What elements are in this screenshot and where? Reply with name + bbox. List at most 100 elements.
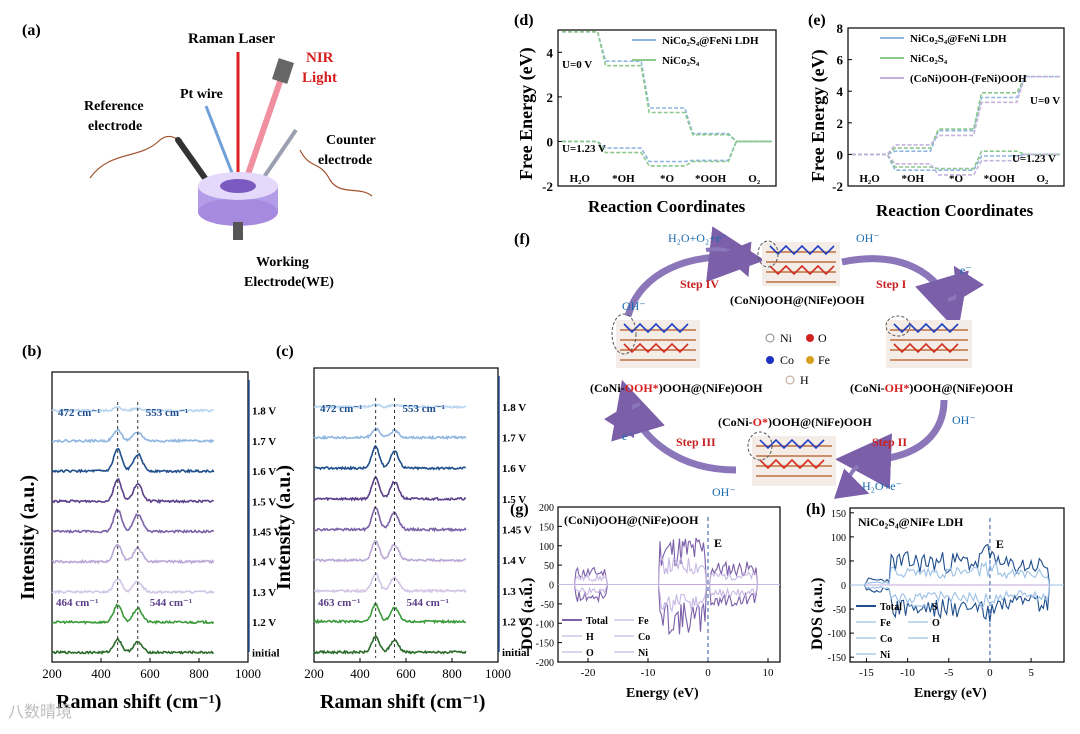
category-label: O₂ bbox=[748, 173, 761, 185]
raman-laser-label: Raman Laser bbox=[188, 31, 275, 47]
series-label: 1.2 V bbox=[252, 617, 276, 629]
annotation-u0: U=0 V bbox=[562, 59, 592, 71]
peak-label-top-2: 553 cm⁻¹ bbox=[146, 407, 188, 419]
side-arrow-h2o-o2 bbox=[705, 241, 752, 278]
watermark: 八数晴境 bbox=[8, 702, 73, 721]
category-label: H₂O bbox=[570, 173, 591, 185]
energy-path bbox=[562, 140, 772, 167]
energy-path bbox=[562, 31, 772, 143]
peak-label-bottom-2: 544 cm⁻¹ bbox=[407, 597, 449, 609]
series-label: 1.5 V bbox=[502, 494, 526, 506]
energy-path bbox=[852, 75, 1060, 156]
series-label: 1.4 V bbox=[502, 555, 526, 567]
energy-path bbox=[852, 153, 1060, 171]
y-tick-label: 0 bbox=[841, 581, 846, 592]
panel-a-label: (a) bbox=[22, 22, 41, 39]
counter-electrode bbox=[260, 128, 298, 182]
legend-fe: Fe bbox=[818, 353, 830, 367]
dos-curve bbox=[850, 560, 1064, 586]
x-tick-label: -20 bbox=[581, 667, 596, 679]
step-ii-label: Step II bbox=[872, 435, 907, 449]
chart-h-xlabel: Energy (eV) bbox=[914, 686, 987, 701]
nir-label-2: Light bbox=[302, 70, 337, 86]
legend-label: Fe bbox=[638, 616, 649, 627]
peak-label-bottom-1: 463 cm⁻¹ bbox=[318, 597, 360, 609]
legend-label: NiCo₂S₄@FeNi LDH bbox=[910, 33, 1007, 45]
legend-label: H bbox=[586, 632, 594, 643]
cycle-arc-step-i bbox=[841, 255, 969, 333]
y-tick-label: -100 bbox=[828, 629, 846, 640]
dos-curve bbox=[850, 543, 1064, 586]
chart-e-label: (e) bbox=[808, 12, 826, 29]
category-label: H₂O bbox=[859, 173, 880, 185]
series-line bbox=[51, 448, 215, 474]
series-line bbox=[51, 405, 214, 413]
category-label: *OOH bbox=[695, 173, 727, 185]
raman-chart-c: (c) Intensity (a.u.) Raman shift (cm⁻¹) … bbox=[273, 343, 532, 713]
x-tick-label: 800 bbox=[442, 666, 462, 681]
chart-b-ylabel: Intensity (a.u.) bbox=[17, 475, 39, 600]
y-tick-label: 8 bbox=[837, 21, 844, 36]
panel-a: (a) Raman Laser NIR Light Pt wire Refere… bbox=[22, 22, 376, 290]
x-tick-label: 600 bbox=[140, 666, 160, 681]
x-tick-label: 0 bbox=[705, 667, 711, 679]
legend-label: NiCo₂S₄@FeNi LDH bbox=[662, 35, 759, 47]
fermi-level-label: E bbox=[714, 536, 722, 550]
series-line bbox=[51, 578, 215, 595]
legend-label: (CoNi)OOH-(FeNi)OOH bbox=[910, 73, 1027, 85]
peak-label-top-2: 553 cm⁻¹ bbox=[403, 403, 445, 415]
y-tick-label: 50 bbox=[836, 557, 846, 568]
y-tick-label: -50 bbox=[833, 605, 846, 616]
dos-curve bbox=[850, 584, 1064, 610]
y-tick-label: -150 bbox=[536, 639, 554, 650]
y-tick-label: -2 bbox=[542, 179, 553, 194]
series-line bbox=[313, 402, 467, 410]
legend-ni: Ni bbox=[780, 331, 793, 345]
x-tick-label: -10 bbox=[641, 667, 656, 679]
legend-label: Co bbox=[880, 634, 892, 645]
legend-label: H bbox=[932, 634, 940, 645]
chart-d-frame bbox=[557, 29, 777, 187]
legend-label: O bbox=[586, 648, 594, 659]
series-label: 1.8 V bbox=[252, 406, 276, 418]
nir-source bbox=[271, 58, 295, 84]
series-line bbox=[51, 636, 214, 655]
x-tick-label: 600 bbox=[396, 666, 416, 681]
dos-chart-g: (g) (CoNi)OOH@(NiFe)OOH DOS (a.u.) Energ… bbox=[510, 501, 781, 701]
y-tick-label: -150 bbox=[828, 653, 846, 664]
legend-label: Co bbox=[638, 632, 650, 643]
series-label: initial bbox=[252, 647, 280, 659]
peak-label-bottom-2: 544 cm⁻¹ bbox=[150, 597, 192, 609]
legend-label: Ni bbox=[638, 648, 648, 659]
category-label: *O bbox=[660, 173, 675, 185]
y-tick-label: 0 bbox=[549, 581, 554, 592]
chart-d-xlabel: Reaction Coordinates bbox=[588, 197, 746, 216]
series-label: 1.3 V bbox=[252, 587, 276, 599]
side-arrow-e-left bbox=[603, 402, 641, 439]
series-label: 1.8 V bbox=[502, 402, 526, 414]
left-intermediate-label: (CoNi-OOH*)OOH@(NiFe)OOH bbox=[590, 381, 763, 395]
category-label: O₂ bbox=[1036, 173, 1049, 185]
energy-path bbox=[562, 31, 772, 143]
series-label: 1.4 V bbox=[252, 557, 276, 569]
h2o-o2-e-label: H₂O+O₂+e⁻ bbox=[668, 231, 728, 245]
atom-legend: Ni O Co Fe H bbox=[765, 331, 830, 387]
dos-curve bbox=[558, 555, 780, 586]
chart-g-title: (CoNi)OOH@(NiFe)OOH bbox=[564, 513, 699, 527]
ref-electrode-label-1: Reference bbox=[84, 99, 144, 114]
legend-label: Ni bbox=[880, 650, 890, 661]
fermi-level-label: E bbox=[996, 537, 1004, 551]
series-label: 1.5 V bbox=[252, 496, 276, 508]
series-label: 1.2 V bbox=[502, 617, 526, 629]
raman-chart-b: (b) Intensity (a.u.) Raman shift (cm⁻¹) … bbox=[17, 343, 282, 713]
oh-left-label: OH⁻ bbox=[622, 299, 646, 313]
y-tick-label: 4 bbox=[547, 45, 554, 60]
cell-hole bbox=[220, 179, 256, 193]
energy-chart-d: (d) Free Energy (eV) Reaction Coordinate… bbox=[514, 12, 777, 216]
peak-label-top-1: 472 cm⁻¹ bbox=[58, 407, 100, 419]
y-tick-label: 2 bbox=[547, 90, 554, 105]
series-line bbox=[52, 428, 215, 444]
step-i-label: Step I bbox=[876, 277, 907, 291]
reference-wire bbox=[89, 135, 183, 179]
x-tick-label: -5 bbox=[944, 667, 954, 679]
